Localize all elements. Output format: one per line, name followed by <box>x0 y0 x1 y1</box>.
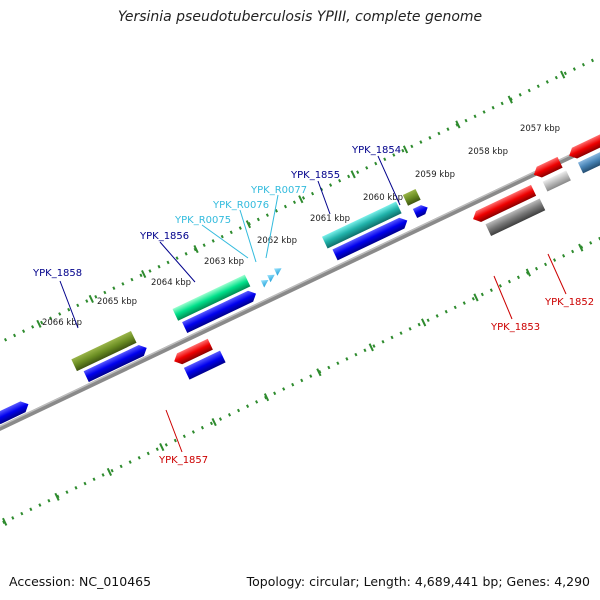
kbp-tick-label: 2064 kbp <box>151 278 191 288</box>
kbp-tick-label: 2066 kbp <box>42 318 82 328</box>
scale-major-tick <box>316 368 322 377</box>
leader-YPK_R0076 <box>239 209 257 263</box>
leader-YPK_1854 <box>377 155 401 206</box>
label-YPK_1858[interactable]: YPK_1858 <box>32 268 82 279</box>
label-YPK_1857[interactable]: YPK_1857 <box>158 455 208 466</box>
scale-major-tick <box>350 170 356 179</box>
gene-YPK_1855-feature[interactable] <box>321 201 402 249</box>
label-YPK_1856[interactable]: YPK_1856 <box>139 231 189 242</box>
scale-major-tick <box>88 294 94 303</box>
gene-YPK_1853-arrow[interactable] <box>470 184 537 225</box>
accession-text: Accession: NC_010465 <box>9 574 152 589</box>
gene-rna-R0077-arrow[interactable] <box>273 265 284 276</box>
leader-YPK_1856 <box>159 241 196 283</box>
kbp-tick-label: 2058 kbp <box>468 147 508 157</box>
leader-YPK_1858 <box>59 280 79 329</box>
leader-YPK_R0075 <box>201 224 249 259</box>
scale-major-tick <box>368 343 374 352</box>
leader-YPK_R0077 <box>265 194 279 259</box>
scale-major-tick <box>211 418 217 427</box>
scale-major-tick <box>402 145 409 154</box>
gene-YPK_1857-arrow[interactable] <box>172 338 213 367</box>
scale-major-tick <box>54 492 60 501</box>
scale-major-tick <box>298 195 304 204</box>
scale-major-tick <box>473 293 479 302</box>
kbp-tick-label: 2063 kbp <box>204 257 244 267</box>
label-YPK_R0076[interactable]: YPK_R0076 <box>212 200 269 211</box>
leader-YPK_1857 <box>165 409 183 453</box>
gene-cds-1857b-feature[interactable] <box>183 350 226 380</box>
scale-major-tick <box>421 318 427 327</box>
gene-YPK_1856-feature[interactable] <box>172 274 251 321</box>
gene-YPK_1853b-feature[interactable] <box>485 198 546 237</box>
scale-track-outer <box>0 33 600 398</box>
gene-YPK_1852-arrow[interactable] <box>531 156 563 180</box>
label-YPK_1855[interactable]: YPK_1855 <box>290 170 340 181</box>
scale-major-tick <box>159 442 165 452</box>
genome-title: Yersinia pseudotuberculosis YPIII, compl… <box>117 9 483 25</box>
scale-major-tick <box>141 269 147 279</box>
gene-1851-arrow[interactable] <box>567 115 600 161</box>
gene-rna-R0075-arrow[interactable] <box>260 277 271 288</box>
scale-major-tick <box>2 517 8 526</box>
gene-cds-1854-arrow[interactable] <box>412 203 430 219</box>
label-YPK_R0075[interactable]: YPK_R0075 <box>174 215 231 226</box>
kbp-tick-label: 2060 kbp <box>363 193 403 203</box>
kbp-tick-label: 2062 kbp <box>257 236 297 246</box>
kbp-tick-label: 2061 kbp <box>310 214 350 224</box>
scale-major-tick <box>106 467 113 476</box>
gene-cds-1859-arrow[interactable] <box>0 399 31 425</box>
leader-YPK_1853 <box>493 275 513 320</box>
gene-cds-1855-arrow[interactable] <box>332 215 409 261</box>
gene-YPK_1852b-feature[interactable] <box>542 170 571 192</box>
scale-major-tick <box>455 120 461 129</box>
scale-major-tick <box>245 220 252 229</box>
scale-major-tick <box>578 243 584 252</box>
scale-major-tick <box>507 95 513 104</box>
gene-YPK_1858-feature[interactable] <box>71 331 137 372</box>
scale-major-tick <box>36 319 42 328</box>
scale-major-tick <box>560 70 566 79</box>
kbp-tick-label: 2065 kbp <box>97 297 137 307</box>
label-YPK_1854[interactable]: YPK_1854 <box>351 145 401 156</box>
gene-cds-1858-arrow[interactable] <box>83 342 150 383</box>
kbp-tick-label: 2057 kbp <box>520 124 560 134</box>
leader-YPK_1855 <box>317 180 331 215</box>
gene-YPK_1854-feature[interactable] <box>402 188 421 206</box>
genome-backbone <box>0 102 600 469</box>
leader-YPK_1852 <box>547 253 567 295</box>
label-YPK_R0077[interactable]: YPK_R0077 <box>250 185 307 196</box>
gene-rna-R0076-arrow[interactable] <box>267 272 277 283</box>
label-YPK_1852[interactable]: YPK_1852 <box>544 297 594 308</box>
scale-major-tick <box>193 245 199 254</box>
kbp-tick-label: 2059 kbp <box>415 170 455 180</box>
gene-1851b-feature[interactable] <box>577 132 600 174</box>
gene-cds-1856-arrow[interactable] <box>182 288 258 334</box>
scale-major-tick <box>525 268 532 277</box>
scale-major-tick <box>263 393 270 402</box>
label-YPK_1853[interactable]: YPK_1853 <box>490 322 540 333</box>
genome-stats-text: Topology: circular; Length: 4,689,441 bp… <box>246 574 590 589</box>
